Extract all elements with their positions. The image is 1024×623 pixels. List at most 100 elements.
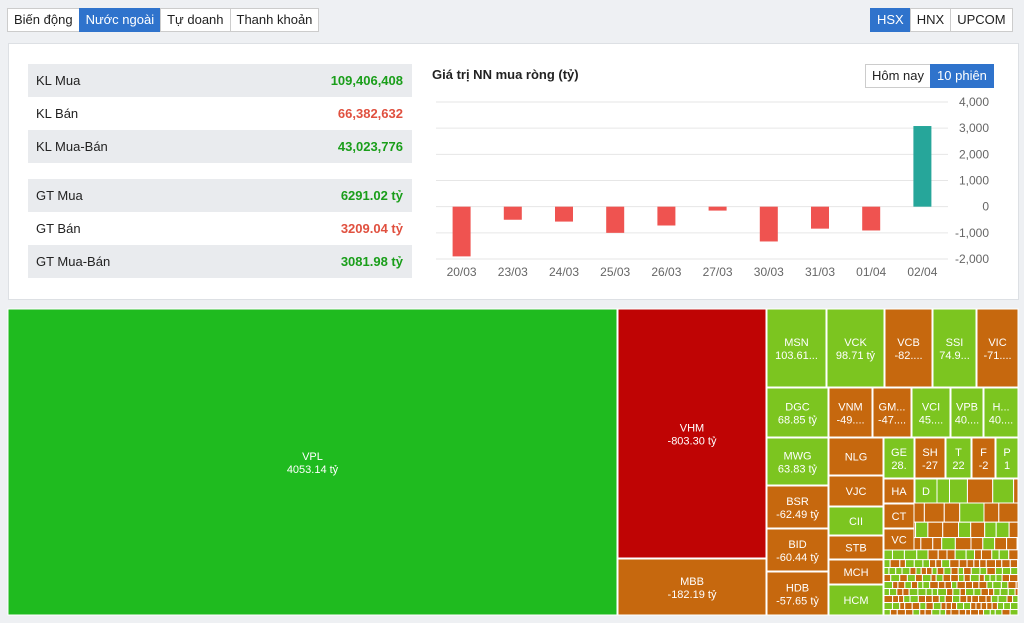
tile-filler [956,581,966,590]
tile-filler [942,574,952,583]
tile [766,571,829,616]
tile-filler [917,581,924,590]
tile-filler [883,595,894,604]
tile-filler [979,567,988,576]
tile-label: VNM [838,402,862,414]
tile [914,478,938,504]
toggle-button[interactable]: Hôm nay [865,64,932,88]
tile-filler [997,595,1008,604]
tile-filler [937,581,946,590]
tile-label: VC [891,535,906,547]
tile-filler [1007,581,1017,590]
tile-filler [932,602,942,611]
tile-filler [971,595,980,604]
tile [828,535,884,560]
tile-filler [906,574,916,583]
stat-value: 43,023,776 [337,139,403,154]
tile [828,559,884,585]
tile-value: 63.83 tỷ [778,464,818,476]
tile-filler [929,581,939,590]
tile [766,437,829,486]
tile-filler [963,567,972,576]
tile-filler [978,574,985,583]
tile-label: HA [891,486,907,498]
tab[interactable]: Thanh khoản [229,8,320,32]
tile-label: SH [922,447,937,459]
tile-filler [994,567,1003,576]
tile-label: F [980,447,987,459]
tile-value: 4053.14 tỷ [287,464,339,476]
exchange-button[interactable]: UPCOM [950,8,1013,32]
tile-filler [931,567,938,576]
exchange-button[interactable]: HSX [870,8,911,32]
tile-filler [985,559,997,569]
tab-bar: Biến động Nước ngoài Tự doanh Thanh khoản [7,8,320,32]
tile-label: T [955,447,962,459]
tile-filler [966,595,973,604]
tile-filler [895,567,903,576]
tile [971,437,996,479]
tile-label: VIC [988,337,1006,349]
tile-filler [959,595,968,604]
toggle-button[interactable]: 10 phiên [930,64,994,88]
tile-filler [1001,574,1011,583]
tile-filler [932,537,943,551]
tile-filler [1014,588,1019,597]
tile-value: 1 [1004,460,1010,472]
tile-filler [889,609,898,616]
tile-filler [965,609,972,616]
tile-filler [892,581,899,590]
tile-filler [958,521,972,539]
stat-label: GT Mua [36,188,83,203]
tile-filler [973,559,981,569]
tile-filler [925,567,933,576]
tile-filler [912,609,921,616]
tile-filler [891,549,905,561]
tile-filler [910,581,919,590]
tile-filler [972,581,980,590]
tile-label: HDB [786,583,809,595]
tile [766,485,829,529]
tile-filler [999,588,1009,597]
tile-filler [978,595,987,604]
tile-value: 98.71 tỷ [836,350,876,362]
tile-filler [922,581,931,590]
stat-value: 3081.98 tỷ [340,254,403,269]
tile-label: BSR [786,496,809,508]
tile-filler [965,588,975,597]
tile-value: -82.... [894,350,922,362]
tile [617,308,767,559]
tile [766,387,829,438]
tile-filler [966,478,994,504]
tile-filler [883,581,894,590]
tile-filler [944,581,953,590]
tile-filler [902,588,910,597]
tile-filler [899,602,906,611]
tile-filler [914,574,923,583]
tile-filler [989,609,996,616]
tile-filler [980,588,989,597]
tile-filler [936,567,945,576]
tile-filler [890,574,901,583]
tile-filler [925,602,934,611]
tab[interactable]: Tự doanh [160,8,231,32]
tile-filler [939,609,947,616]
tile-filler [980,549,993,561]
tile [914,437,946,479]
tab[interactable]: Nước ngoài [78,8,162,32]
tile-filler [931,595,940,604]
tile-filler [980,602,988,611]
stat-label: KL Mua-Bán [36,139,108,154]
tile-filler [898,595,905,604]
tab[interactable]: Biến động [7,8,80,32]
tile-value: -60.44 tỷ [776,552,819,564]
tile-filler [925,588,933,597]
tile-filler [1015,581,1019,590]
tile [883,437,915,479]
stat-label: GT Bán [36,221,81,236]
tile-filler [899,559,906,569]
tile-value: 68.85 tỷ [778,415,818,427]
tile-label: VJC [846,486,867,498]
tile-filler [891,602,901,611]
